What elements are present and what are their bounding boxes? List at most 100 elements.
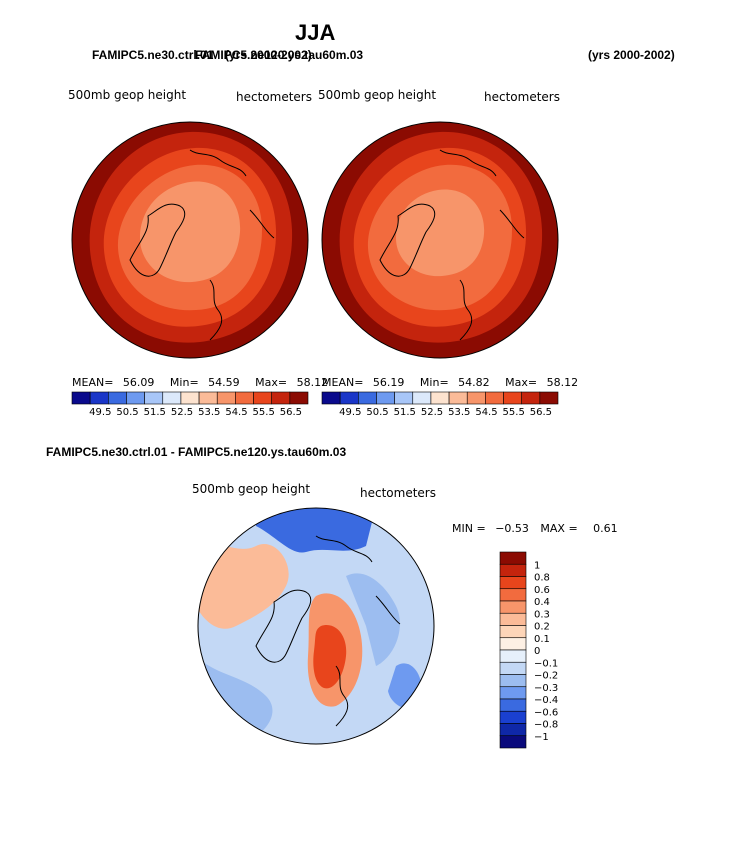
panel2-stats: MEAN= 56.19 Min= 54.82 Max= 58.12 <box>322 376 578 389</box>
colorbar-swatch <box>235 391 254 405</box>
colorbar-swatch <box>162 391 182 405</box>
colorbar-swatch <box>71 391 91 405</box>
stat-mean-label: MEAN= <box>322 376 364 389</box>
stat-min-label: MIN = <box>452 522 486 535</box>
years1-label: (yrs 2000-2002) <box>225 48 312 62</box>
colorbar-tick: −0.4 <box>534 695 558 706</box>
colorbar-tick: −0.8 <box>534 720 558 731</box>
colorbar-tick: 0.1 <box>534 634 550 645</box>
colorbar-swatch <box>466 391 486 405</box>
panel1-variable: 500mb geop height <box>68 88 187 102</box>
stat-mean: 56.09 <box>122 376 155 389</box>
stat-max: 58.12 <box>546 376 579 389</box>
diff-blob-blue <box>346 573 400 666</box>
colorbar-tick: 51.5 <box>394 407 416 418</box>
colorbar-swatch <box>499 649 527 663</box>
colorbar-tick: 0.4 <box>534 597 550 608</box>
stat-max-label: Max= <box>255 376 288 389</box>
stat-max: 58.12 <box>296 376 329 389</box>
colorbar-swatch <box>499 551 527 565</box>
colorbar-swatch <box>412 391 432 405</box>
colorbar-tick: 56.5 <box>530 407 552 418</box>
panel2-colorbar: 49.5 50.5 51.5 52.5 53.5 54.5 55.5 56.5 <box>321 391 559 418</box>
stat-max-label: MAX = <box>540 522 578 535</box>
colorbar-swatch <box>271 391 291 405</box>
colorbar-swatch <box>180 391 200 405</box>
colorbar-tick: 55.5 <box>253 407 275 418</box>
stat-min: −0.53 <box>495 522 529 535</box>
colorbar-swatch <box>126 391 145 405</box>
coastline <box>379 203 436 277</box>
coastline <box>255 589 312 663</box>
colorbar-swatch <box>485 391 504 405</box>
colorbar-swatch <box>499 588 527 602</box>
colorbar-tick: −0.2 <box>534 671 558 682</box>
colorbar-swatch <box>144 391 164 405</box>
colorbar-swatch <box>539 391 559 405</box>
colorbar-swatch <box>394 391 414 405</box>
colorbar-tick: 56.5 <box>280 407 302 418</box>
colorbar-swatch <box>321 391 341 405</box>
colorbar-swatch <box>448 391 468 405</box>
stat-min-label: Min= <box>419 376 449 389</box>
colorbar-swatch <box>216 391 236 405</box>
panel3-stats: MIN = −0.53 MAX = 0.61 <box>452 522 618 535</box>
panel3-variable: 500mb geop height <box>192 482 311 496</box>
colorbar-tick: 0.2 <box>534 622 550 633</box>
colorbar-swatch <box>503 391 522 405</box>
colorbar-swatch <box>499 563 527 577</box>
colorbar-swatch <box>198 391 218 405</box>
colorbar-tick: 0.8 <box>534 573 550 584</box>
case1-title: FAMIPC5.ne30.ctrl.01 <box>92 48 214 62</box>
coastline <box>439 149 525 341</box>
colorbar-swatch <box>358 391 377 405</box>
colorbar-tick: 0.6 <box>534 585 550 596</box>
panel2-map <box>321 121 559 359</box>
panel3-map <box>197 507 435 745</box>
colorbar-swatch <box>499 710 527 724</box>
colorbar-tick: 49.5 <box>89 407 111 418</box>
colorbar-swatch <box>499 637 527 651</box>
panel2-variable: 500mb geop height <box>318 88 437 102</box>
colorbar-tick: 53.5 <box>448 407 470 418</box>
panel3-units: hectometers <box>360 486 436 500</box>
colorbar-swatch <box>499 600 527 614</box>
colorbar-swatch <box>499 723 527 737</box>
years2-label: (yrs 2000-2002) <box>588 48 675 62</box>
colorbar-tick: 54.5 <box>225 407 247 418</box>
colorbar-swatch <box>430 391 450 405</box>
colorbar-tick: 50.5 <box>116 407 138 418</box>
colorbar-swatch <box>499 612 527 626</box>
colorbar-tick: 53.5 <box>198 407 220 418</box>
stat-min: 54.82 <box>458 376 490 389</box>
diff-blob-red <box>313 625 347 689</box>
panel2-units: hectometers <box>484 90 560 104</box>
colorbar-swatch <box>499 625 527 639</box>
colorbar-swatch <box>521 391 541 405</box>
colorbar-tick: −0.1 <box>534 658 558 669</box>
coastline <box>315 535 401 727</box>
diff-blob-blue <box>256 508 376 553</box>
diff-blob-orange <box>198 543 289 629</box>
colorbar-tick: 52.5 <box>421 407 443 418</box>
colorbar-tick: 0.3 <box>534 609 550 620</box>
stat-max-label: Max= <box>505 376 538 389</box>
colorbar-swatch <box>108 391 127 405</box>
panel3-colorbar: 1 0.80.60.40.3 0.20.10−0.1 −0.2−0.3−0.4−0.6… <box>499 551 558 749</box>
colorbar-swatch <box>499 674 527 688</box>
stat-min: 54.59 <box>208 376 240 389</box>
stat-min-label: Min= <box>169 376 199 389</box>
coastline <box>189 149 275 341</box>
colorbar-tick: −0.6 <box>534 707 558 718</box>
colorbar-swatch <box>499 735 527 749</box>
diff-title: FAMIPC5.ne30.ctrl.01 - FAMIPC5.ne120.ys.… <box>46 445 347 459</box>
colorbar-tick: 51.5 <box>144 407 166 418</box>
colorbar-swatch <box>253 391 272 405</box>
colorbar-tick: 1 <box>534 560 540 571</box>
stat-max: 0.61 <box>593 522 618 535</box>
colorbar-swatch <box>376 391 395 405</box>
page-title: JJA <box>295 20 336 45</box>
colorbar-tick: 0 <box>534 646 540 657</box>
colorbar-tick: 49.5 <box>339 407 361 418</box>
colorbar-tick: 55.5 <box>503 407 525 418</box>
